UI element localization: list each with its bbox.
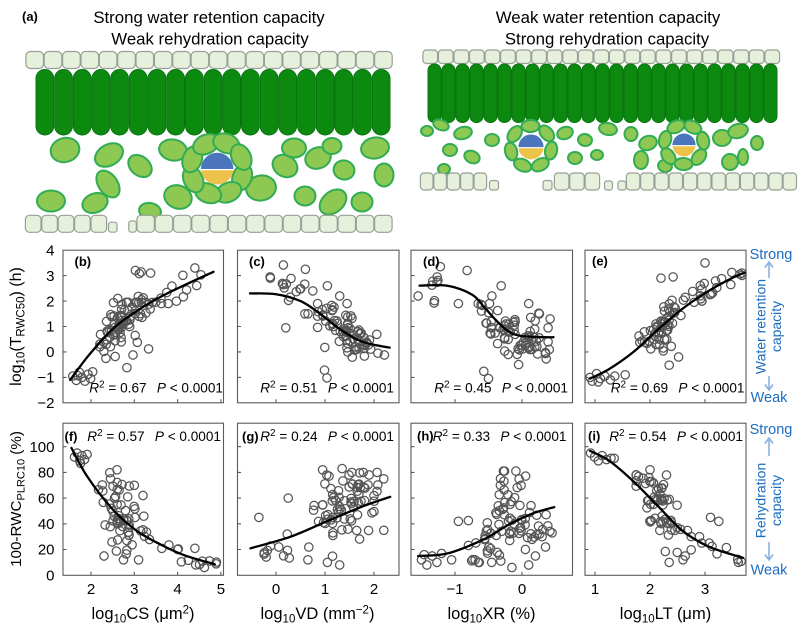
svg-text:log10LT (μm): log10LT (μm)	[620, 605, 711, 626]
svg-text:0: 0	[272, 581, 280, 598]
svg-text:R2 = 0.57 P < 0.0001: R2 = 0.57 P < 0.0001	[87, 428, 221, 444]
svg-text:3: 3	[701, 581, 709, 598]
svg-text:R2 = 0.51 P < 0.0001: R2 = 0.51 P < 0.0001	[260, 380, 394, 396]
svg-text:100: 100	[29, 439, 54, 456]
svg-text:log10CS (μm2): log10CS (μm2)	[92, 605, 195, 626]
svg-text:R2 = 0.67 P < 0.0001: R2 = 0.67 P < 0.0001	[89, 380, 223, 396]
svg-text:−1: −1	[37, 370, 54, 387]
svg-text:Strong water retention capacit: Strong water retention capacity	[93, 8, 325, 27]
svg-text:−2: −2	[37, 395, 54, 412]
svg-text:(d): (d)	[423, 254, 440, 269]
svg-text:1: 1	[46, 319, 54, 336]
svg-text:(h): (h)	[417, 429, 434, 444]
svg-text:4: 4	[173, 581, 181, 598]
svg-text:2: 2	[370, 581, 378, 598]
svg-text:80: 80	[38, 465, 55, 482]
svg-text:capacity: capacity	[768, 475, 784, 526]
svg-text:0: 0	[46, 568, 54, 585]
svg-text:0: 0	[46, 344, 54, 361]
svg-text:(c): (c)	[249, 254, 265, 269]
svg-text:Strong: Strong	[750, 247, 793, 263]
svg-text:Weak water retention capacity: Weak water retention capacity	[496, 8, 721, 27]
svg-text:1: 1	[591, 581, 599, 598]
svg-text:3: 3	[46, 268, 54, 285]
svg-text:20: 20	[38, 542, 55, 559]
svg-text:2: 2	[46, 293, 54, 310]
svg-text:40: 40	[38, 516, 55, 533]
svg-text:5: 5	[217, 581, 225, 598]
svg-text:(f): (f)	[65, 429, 78, 444]
svg-text:R2 = 0.54 P < 0.0001: R2 = 0.54 P < 0.0001	[609, 428, 743, 444]
svg-text:Weak: Weak	[751, 390, 789, 406]
svg-text:Rehydration: Rehydration	[753, 463, 769, 539]
svg-text:R2 = 0.33 P < 0.0001: R2 = 0.33 P < 0.0001	[433, 428, 567, 444]
svg-text:R2 = 0.45 P < 0.0001: R2 = 0.45 P < 0.0001	[434, 380, 568, 396]
svg-text:Strong rehydration capacity: Strong rehydration capacity	[505, 30, 710, 49]
svg-text:4: 4	[46, 242, 54, 259]
svg-text:3: 3	[130, 581, 138, 598]
svg-text:R2 = 0.69 P < 0.0001: R2 = 0.69 P < 0.0001	[611, 380, 745, 396]
svg-text:R2 = 0.24 P < 0.0001: R2 = 0.24 P < 0.0001	[260, 428, 394, 444]
svg-text:(b): (b)	[75, 254, 92, 269]
svg-text:(i): (i)	[588, 429, 600, 444]
svg-text:(a): (a)	[22, 9, 38, 24]
svg-text:Water retention: Water retention	[753, 279, 769, 374]
svg-text:capacity: capacity	[768, 301, 784, 352]
svg-text:1: 1	[321, 581, 329, 598]
svg-text:0: 0	[518, 581, 526, 598]
svg-text:2: 2	[646, 581, 654, 598]
svg-text:(g): (g)	[242, 429, 259, 444]
svg-text:log10XR (%): log10XR (%)	[448, 605, 536, 626]
svg-text:(e): (e)	[592, 254, 608, 269]
svg-text:−1: −1	[446, 581, 463, 598]
svg-text:Strong: Strong	[750, 422, 793, 438]
svg-text:2: 2	[87, 581, 95, 598]
svg-text:Weak rehydration capacity: Weak rehydration capacity	[111, 30, 309, 49]
svg-text:Weak: Weak	[751, 563, 789, 579]
svg-text:60: 60	[38, 490, 55, 507]
